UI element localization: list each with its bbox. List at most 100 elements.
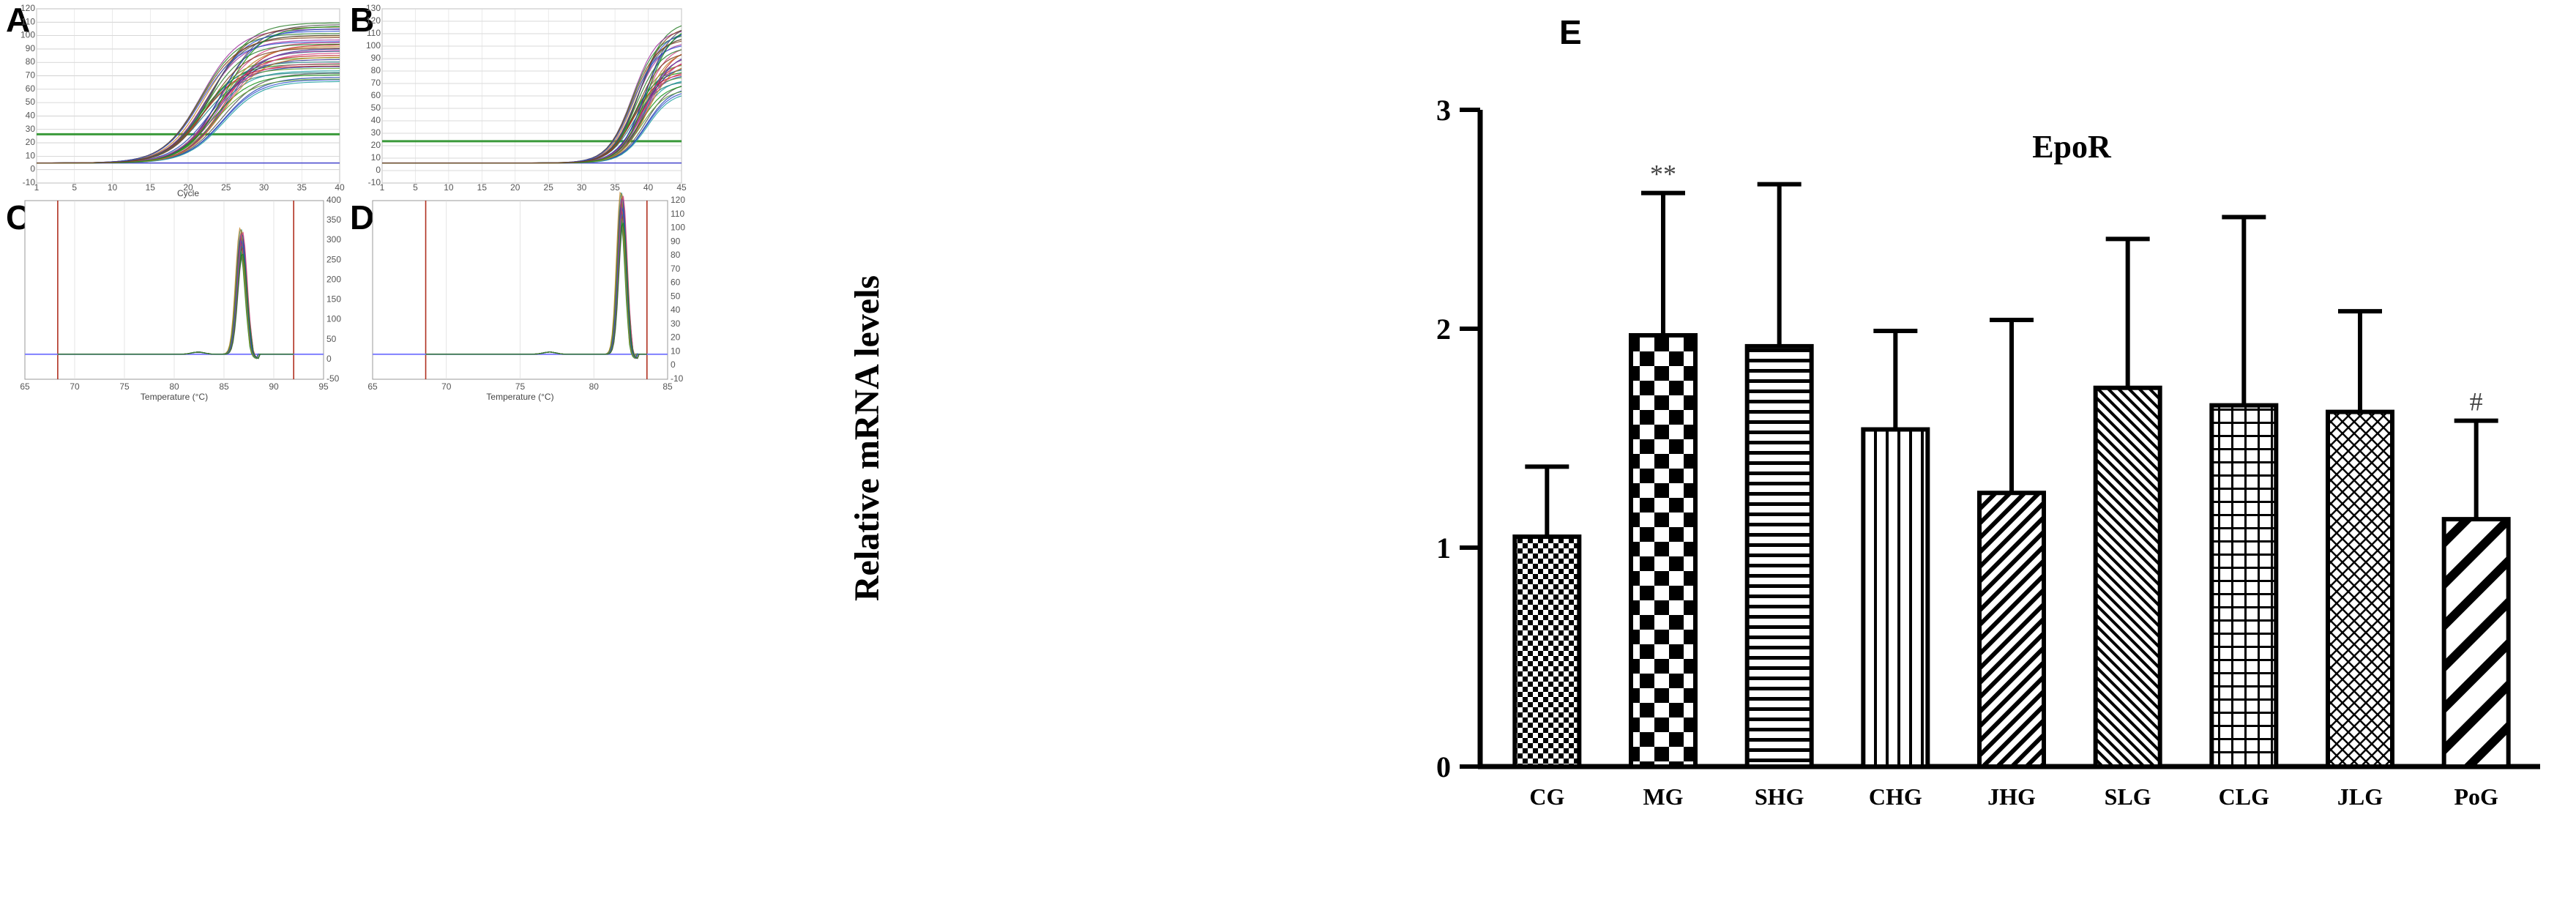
y-tick-label: 50 bbox=[326, 334, 337, 344]
y-tick-label: 20 bbox=[671, 332, 681, 343]
y-tick-label: -10 bbox=[23, 177, 36, 187]
y-tick-label: 120 bbox=[20, 3, 35, 13]
y-tick-label: 10 bbox=[371, 152, 381, 163]
x-tick-label: 10 bbox=[444, 182, 454, 193]
y-tick-label: 20 bbox=[371, 140, 381, 150]
bar-pog bbox=[2441, 517, 2511, 769]
x-tick-label: 45 bbox=[676, 182, 687, 193]
x-tick-label: 65 bbox=[20, 381, 30, 392]
x-tick-label: 15 bbox=[477, 182, 488, 193]
y-tick-label: 350 bbox=[326, 215, 341, 225]
x-tick-label: 75 bbox=[119, 381, 130, 392]
bar-chg bbox=[1861, 427, 1930, 769]
melt-curve bbox=[57, 253, 294, 359]
panel-label-b: B bbox=[350, 1, 375, 39]
y-tick-label: 90 bbox=[671, 236, 681, 246]
bar-mg bbox=[1629, 332, 1698, 769]
y-tick-label: 50 bbox=[371, 102, 381, 113]
x-tick-label: MG bbox=[1643, 783, 1683, 810]
y-tick-label: 0 bbox=[1436, 750, 1451, 783]
y-tick-label: 30 bbox=[371, 127, 381, 138]
melt-curve-plot-c: 65 70 75 80 85 90 95 400 350 300 250 200 150 100 50 0 -5… bbox=[20, 195, 341, 402]
x-tick-label: 30 bbox=[577, 182, 587, 193]
y-axis-label: Relative mRNA levels bbox=[848, 275, 886, 601]
y-tick-label: 200 bbox=[326, 274, 341, 284]
y-tick-label: 10 bbox=[671, 346, 681, 356]
x-axis-label: Temperature (°C) bbox=[486, 392, 553, 402]
y-tick-label: 100 bbox=[366, 40, 381, 51]
panel-label-d: D bbox=[350, 198, 375, 236]
y-tick-label: 0 bbox=[326, 354, 332, 364]
x-tick-label: 30 bbox=[259, 182, 269, 193]
y-tick-label: 0 bbox=[376, 165, 381, 175]
x-tick-label: SHG bbox=[1755, 783, 1804, 810]
y-tick-label: 110 bbox=[21, 16, 35, 26]
y-tick-label: 120 bbox=[671, 195, 685, 205]
x-tick-label: 80 bbox=[169, 381, 179, 392]
x-tick-label: 20 bbox=[183, 182, 193, 193]
y-tick-label: 70 bbox=[26, 70, 36, 81]
x-tick-label: 90 bbox=[269, 381, 279, 392]
y-tick-label: 120 bbox=[366, 15, 381, 26]
x-tick-label: JLG bbox=[2337, 783, 2383, 810]
y-tick-label: 400 bbox=[326, 195, 341, 205]
x-tick-label: 1 bbox=[34, 182, 40, 193]
x-tick-label: 70 bbox=[441, 381, 452, 392]
melt-curve-plot-d: 65 70 75 80 851201101009080706050403020100-1… bbox=[367, 191, 685, 402]
y-tick-label: 50 bbox=[26, 97, 36, 107]
y-tick-label: 150 bbox=[326, 294, 341, 305]
significance-annotation: ** bbox=[1650, 160, 1676, 189]
y-tick-label: 40 bbox=[371, 115, 381, 125]
y-tick-label: 80 bbox=[371, 65, 381, 75]
y-tick-label: 2 bbox=[1436, 313, 1451, 346]
x-tick-label: 40 bbox=[335, 182, 345, 193]
x-tick-label: 35 bbox=[610, 182, 620, 193]
y-tick-label: 0 bbox=[30, 164, 35, 174]
x-tick-label: CG bbox=[1529, 783, 1564, 810]
y-tick-label: 30 bbox=[26, 124, 36, 134]
x-tick-label: PoG bbox=[2454, 783, 2498, 810]
y-tick-label: 110 bbox=[671, 209, 684, 219]
panel-label-e: E bbox=[1559, 13, 1582, 51]
x-tick-label: 25 bbox=[221, 182, 231, 193]
bar-slg bbox=[2093, 385, 2162, 769]
y-tick-label: 60 bbox=[26, 83, 36, 94]
y-tick-label: 40 bbox=[26, 110, 36, 120]
x-tick-label: 5 bbox=[413, 182, 418, 193]
x-tick-label: 10 bbox=[108, 182, 118, 193]
y-tick-label: 100 bbox=[20, 30, 35, 40]
y-tick-label: -50 bbox=[326, 373, 340, 384]
x-tick-label: 85 bbox=[219, 381, 229, 392]
x-tick-label: 65 bbox=[367, 381, 378, 392]
x-tick-label: 70 bbox=[70, 381, 80, 392]
y-tick-label: 1 bbox=[1436, 532, 1451, 564]
bar-clg bbox=[2209, 403, 2279, 769]
x-axis-label: Temperature (°C) bbox=[141, 392, 208, 402]
y-tick-label: -10 bbox=[671, 373, 684, 384]
y-tick-label: 300 bbox=[326, 234, 341, 245]
melt-curve bbox=[425, 223, 647, 359]
y-tick-label: 30 bbox=[671, 318, 681, 329]
x-tick-label: 25 bbox=[544, 182, 554, 193]
y-tick-label: 70 bbox=[371, 78, 381, 88]
x-tick-label: 95 bbox=[318, 381, 329, 392]
bar-shg bbox=[1744, 343, 1814, 769]
y-tick-label: 20 bbox=[26, 137, 36, 147]
y-tick-label: 60 bbox=[371, 90, 381, 100]
x-tick-label: SLG bbox=[2105, 783, 2151, 810]
y-tick-label: 60 bbox=[671, 277, 681, 288]
y-tick-label: 70 bbox=[671, 264, 681, 274]
y-tick-label: 90 bbox=[371, 53, 381, 63]
y-tick-label: -10 bbox=[368, 177, 381, 187]
y-tick-label: 3 bbox=[1436, 94, 1451, 127]
y-tick-label: 250 bbox=[326, 254, 341, 264]
y-tick-label: 0 bbox=[671, 359, 676, 370]
x-tick-label: CLG bbox=[2219, 783, 2269, 810]
x-tick-label: 1 bbox=[380, 182, 385, 193]
x-tick-label: 15 bbox=[146, 182, 156, 193]
x-tick-label: JHG bbox=[1987, 783, 2036, 810]
chart-title: EpoR bbox=[2032, 129, 2112, 165]
y-tick-label: 80 bbox=[671, 250, 681, 260]
